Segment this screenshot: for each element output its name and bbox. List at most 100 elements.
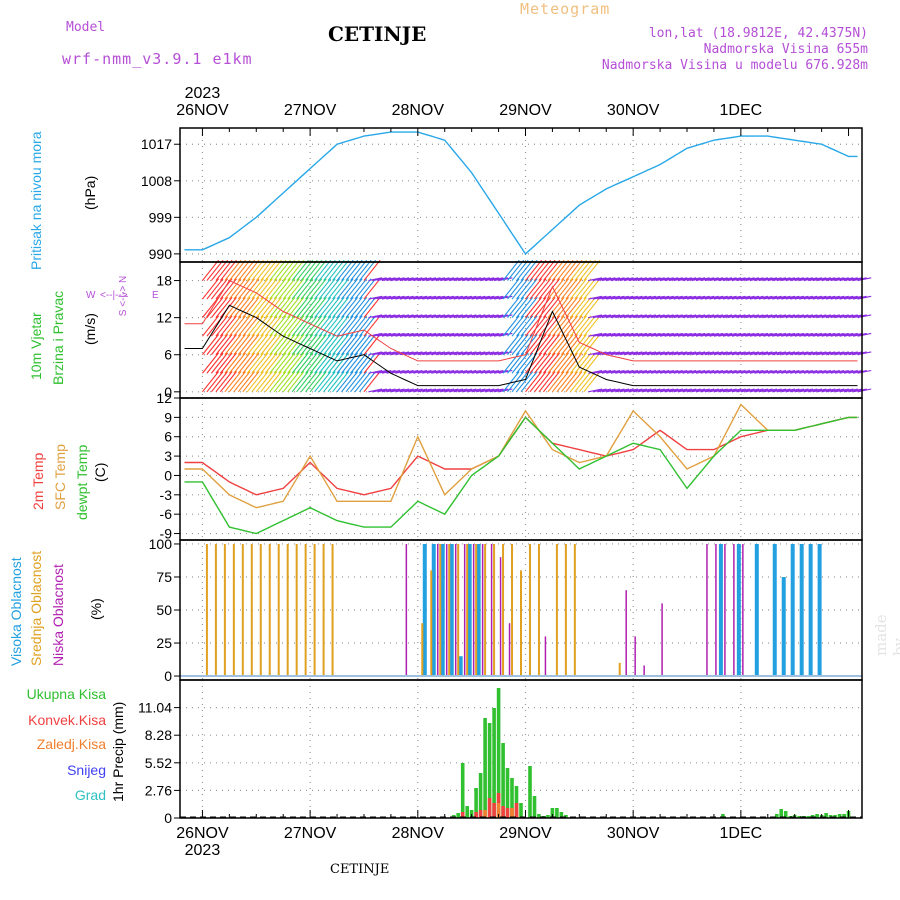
precip-bar	[510, 778, 514, 818]
wind-barb	[291, 296, 309, 318]
wind-barb	[422, 277, 437, 282]
wind-barb	[785, 332, 800, 337]
wind-barb	[722, 277, 737, 282]
wind-barb	[817, 351, 832, 356]
wind-barb	[673, 332, 688, 337]
wind-barb	[606, 369, 621, 374]
wind-barb	[282, 371, 300, 393]
wind-barb	[264, 352, 282, 374]
wind-barb	[767, 332, 782, 337]
wind-barb	[574, 259, 592, 281]
precip-bar	[501, 743, 505, 818]
wind-barb	[395, 295, 410, 300]
wind-barb	[309, 278, 327, 300]
wind-barb	[359, 352, 377, 374]
wind-barb	[242, 371, 260, 393]
wind-barb	[565, 352, 583, 374]
wind-barb	[610, 314, 625, 319]
wind-barb	[808, 277, 823, 282]
wind-barb	[296, 315, 314, 337]
wind-barb	[642, 277, 657, 282]
precip-tick-label: 2.76	[145, 782, 172, 798]
wind-barb	[839, 388, 854, 393]
pressure-panel-frame	[179, 127, 863, 263]
wind-barb	[224, 334, 242, 356]
wind-barb	[440, 369, 455, 374]
wind-barb	[700, 351, 715, 356]
wind-barb	[799, 295, 814, 300]
wind-barb	[610, 277, 625, 282]
wind-barb	[646, 388, 661, 393]
wind-barb	[745, 277, 760, 282]
wind-barb	[242, 296, 260, 318]
temp-tick-label: 6	[164, 429, 172, 445]
wind-barb	[718, 351, 733, 356]
year-label-bottom: 2023	[185, 842, 221, 859]
wind-barb	[502, 278, 520, 300]
wind-barb	[642, 314, 657, 319]
wind-barb	[534, 371, 552, 393]
wind-barb	[435, 388, 450, 393]
wind-barb	[184, 297, 200, 317]
wind-barb	[462, 332, 477, 337]
wind-barb	[269, 352, 287, 374]
precip-bar	[483, 718, 487, 818]
wind-barb	[399, 314, 414, 319]
wind-barb	[633, 351, 648, 356]
wind-barb	[255, 278, 273, 300]
wind-barb	[449, 332, 464, 337]
wind-barb	[278, 259, 296, 281]
wind-barb	[695, 277, 710, 282]
wind-barb	[843, 332, 858, 337]
model-altitude-label: Nadmorska Visina u modelu 676.928m	[601, 58, 868, 73]
wind-barb	[749, 295, 764, 300]
wind-barb	[597, 314, 612, 319]
wind-barb	[834, 369, 849, 374]
wind-barb	[803, 332, 818, 337]
wind-barb	[812, 314, 827, 319]
wind-barb	[749, 332, 764, 337]
wind-barb	[659, 332, 674, 337]
wind-barb	[363, 315, 381, 337]
wind-barb	[655, 314, 670, 319]
wind-barb	[449, 277, 464, 282]
wind-barb	[417, 295, 432, 300]
wind-barb	[709, 314, 724, 319]
compass-arrow: <--|-->	[100, 290, 128, 301]
precip-bar	[797, 816, 801, 818]
wind-barb	[359, 259, 377, 281]
wind-barb	[615, 388, 630, 393]
wind-barb	[642, 351, 657, 356]
wind-barb	[731, 388, 746, 393]
wind-barb	[237, 371, 255, 393]
wind-barb	[251, 296, 269, 318]
wind-barb	[269, 371, 287, 393]
wind-barb	[467, 369, 482, 374]
wind-barb	[551, 334, 570, 356]
wind-barb	[848, 351, 863, 356]
wind-barb	[556, 278, 574, 300]
wind-barb	[511, 278, 529, 300]
wind-barb	[242, 352, 260, 374]
wind-barb	[516, 259, 534, 281]
cloud-tick-label: 100	[149, 536, 173, 552]
wind-barb	[857, 314, 872, 319]
wind-barb	[314, 315, 332, 337]
year-label-top: 2023	[185, 85, 221, 102]
wind-barb	[785, 388, 800, 393]
wind-barb	[202, 352, 220, 374]
wind-barb	[664, 295, 679, 300]
wind-barb	[758, 351, 773, 356]
wind-barb	[386, 369, 401, 374]
wind-barb	[404, 295, 419, 300]
wind-barb	[202, 315, 220, 337]
wind-barb	[736, 277, 751, 282]
wind-barb	[372, 295, 387, 300]
wind-barb	[834, 332, 849, 337]
wind-barb	[839, 369, 854, 374]
wind-barb	[202, 278, 220, 300]
wind-barb	[467, 388, 482, 393]
wind-barb	[377, 332, 392, 337]
wind-barb	[718, 277, 733, 282]
wind-barb	[359, 371, 377, 393]
